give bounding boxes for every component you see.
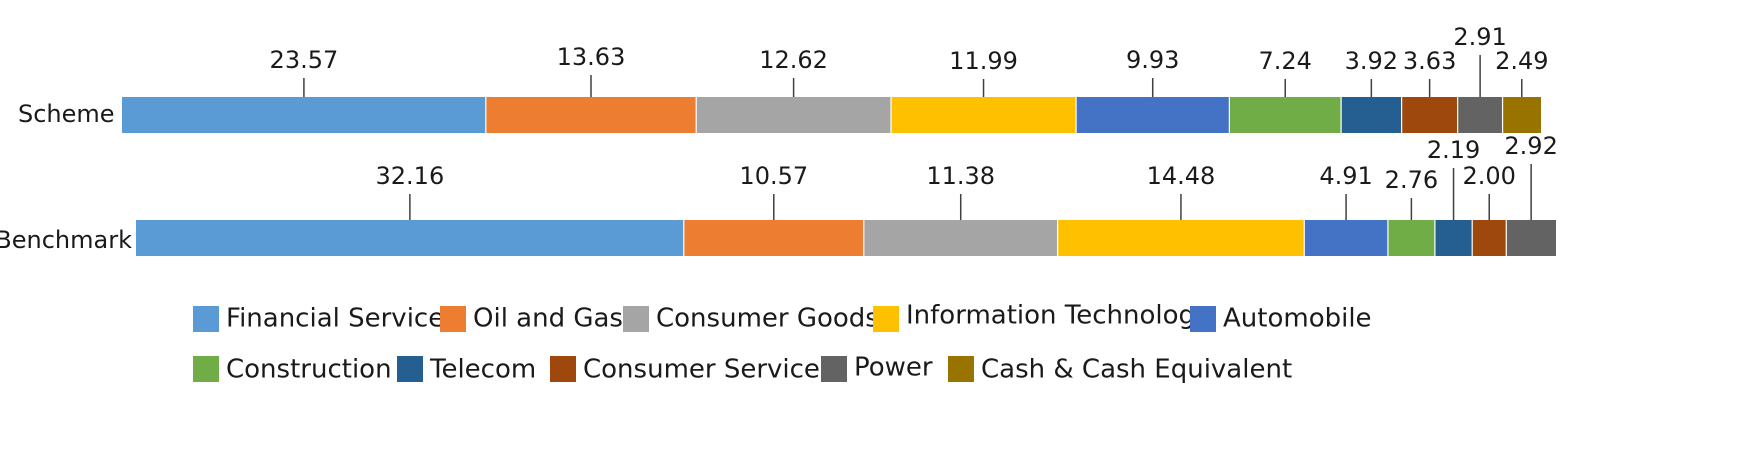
legend-swatch	[440, 306, 466, 332]
value-label-scheme-oil-and-gas: 13.63	[557, 43, 626, 71]
bar-segment-scheme-financial-services	[122, 97, 486, 133]
legend-swatch	[193, 306, 219, 332]
bar-segment-scheme-cash-and-cash-equivalent	[1502, 97, 1541, 133]
legend-label: Automobile	[1223, 304, 1372, 334]
value-label-scheme-power: 2.91	[1453, 23, 1506, 51]
legend-label: Power	[854, 353, 933, 383]
bar-segment-benchmark-consumer-services	[1472, 220, 1507, 256]
legend-item-telecom: Telecom	[397, 355, 536, 385]
bar-segment-benchmark-consumer-goods	[863, 220, 1058, 256]
legend-item-power: Power	[821, 353, 933, 383]
bar-segment-scheme-consumer-goods	[696, 97, 892, 133]
legend-swatch	[550, 356, 576, 382]
legend-label: Telecom	[429, 355, 536, 385]
value-label-scheme-cash-and-cash-equivalent: 2.49	[1495, 47, 1548, 75]
bar-segment-scheme-information-technology	[891, 97, 1077, 133]
value-label-benchmark-consumer-goods: 11.38	[926, 162, 995, 190]
value-label-benchmark-consumer-services: 2.00	[1463, 162, 1516, 190]
bar-segment-scheme-construction	[1229, 97, 1342, 133]
value-label-scheme-telecom: 3.92	[1345, 47, 1398, 75]
value-label-benchmark-oil-and-gas: 10.57	[739, 162, 808, 190]
value-label-benchmark-telecom: 2.19	[1427, 136, 1480, 164]
legend-label: Financial Services	[226, 304, 458, 334]
legend-label: Information Technology	[906, 301, 1210, 331]
legend-label: Consumer Goods	[656, 304, 879, 334]
bar-segment-benchmark-automobile	[1304, 220, 1388, 256]
bar-segment-benchmark-construction	[1387, 220, 1435, 256]
value-label-scheme-construction: 7.24	[1259, 47, 1312, 75]
value-label-benchmark-financial-services: 32.16	[376, 162, 445, 190]
legend-item-automobile: Automobile	[1190, 304, 1372, 334]
bar-segment-scheme-automobile	[1076, 97, 1230, 133]
bar-segment-scheme-consumer-services	[1401, 97, 1458, 133]
legend-swatch	[193, 356, 219, 382]
value-label-benchmark-information-technology: 14.48	[1147, 162, 1216, 190]
legend-swatch	[1190, 306, 1216, 332]
legend-swatch	[623, 306, 649, 332]
bar-segment-benchmark-oil-and-gas	[683, 220, 864, 256]
category-label-scheme: Scheme	[18, 100, 115, 128]
bar-segment-scheme-oil-and-gas	[485, 97, 697, 133]
value-label-scheme-financial-services: 23.57	[270, 46, 339, 74]
value-label-scheme-automobile: 9.93	[1126, 46, 1179, 74]
value-label-scheme-consumer-services: 3.63	[1403, 47, 1456, 75]
bar-segment-scheme-power	[1457, 97, 1503, 133]
value-label-benchmark-construction: 2.76	[1385, 166, 1438, 194]
legend-swatch	[821, 356, 847, 382]
legend-item-consumer-services: Consumer Services	[550, 355, 833, 385]
bar-segment-benchmark-power	[1506, 220, 1556, 256]
category-label-benchmark: Benchmark	[0, 226, 132, 254]
value-label-scheme-information-technology: 11.99	[949, 47, 1018, 75]
bar-segment-benchmark-financial-services	[136, 220, 684, 256]
legend-label: Construction	[226, 355, 392, 385]
legend-item-cash-and-cash-equivalent: Cash & Cash Equivalent	[948, 355, 1292, 385]
legend-swatch	[397, 356, 423, 382]
legend-item-oil-and-gas: Oil and Gas	[440, 304, 623, 334]
value-label-benchmark-automobile: 4.91	[1319, 162, 1372, 190]
bar-segment-benchmark-information-technology	[1057, 220, 1305, 256]
legend-item-financial-services: Financial Services	[193, 304, 458, 334]
value-label-scheme-consumer-goods: 12.62	[759, 46, 828, 74]
legend-label: Consumer Services	[583, 355, 833, 385]
bar-segment-benchmark-telecom	[1434, 220, 1473, 256]
value-label-benchmark-power: 2.92	[1504, 132, 1557, 160]
legend-item-consumer-goods: Consumer Goods	[623, 304, 879, 334]
legend-swatch	[873, 306, 899, 332]
legend-label: Oil and Gas	[473, 304, 623, 334]
legend-swatch	[948, 356, 974, 382]
bar-segment-scheme-telecom	[1341, 97, 1402, 133]
legend-item-information-technology: Information Technology	[873, 301, 1210, 332]
legend-label: Cash & Cash Equivalent	[981, 355, 1292, 385]
legend-item-construction: Construction	[193, 355, 392, 385]
